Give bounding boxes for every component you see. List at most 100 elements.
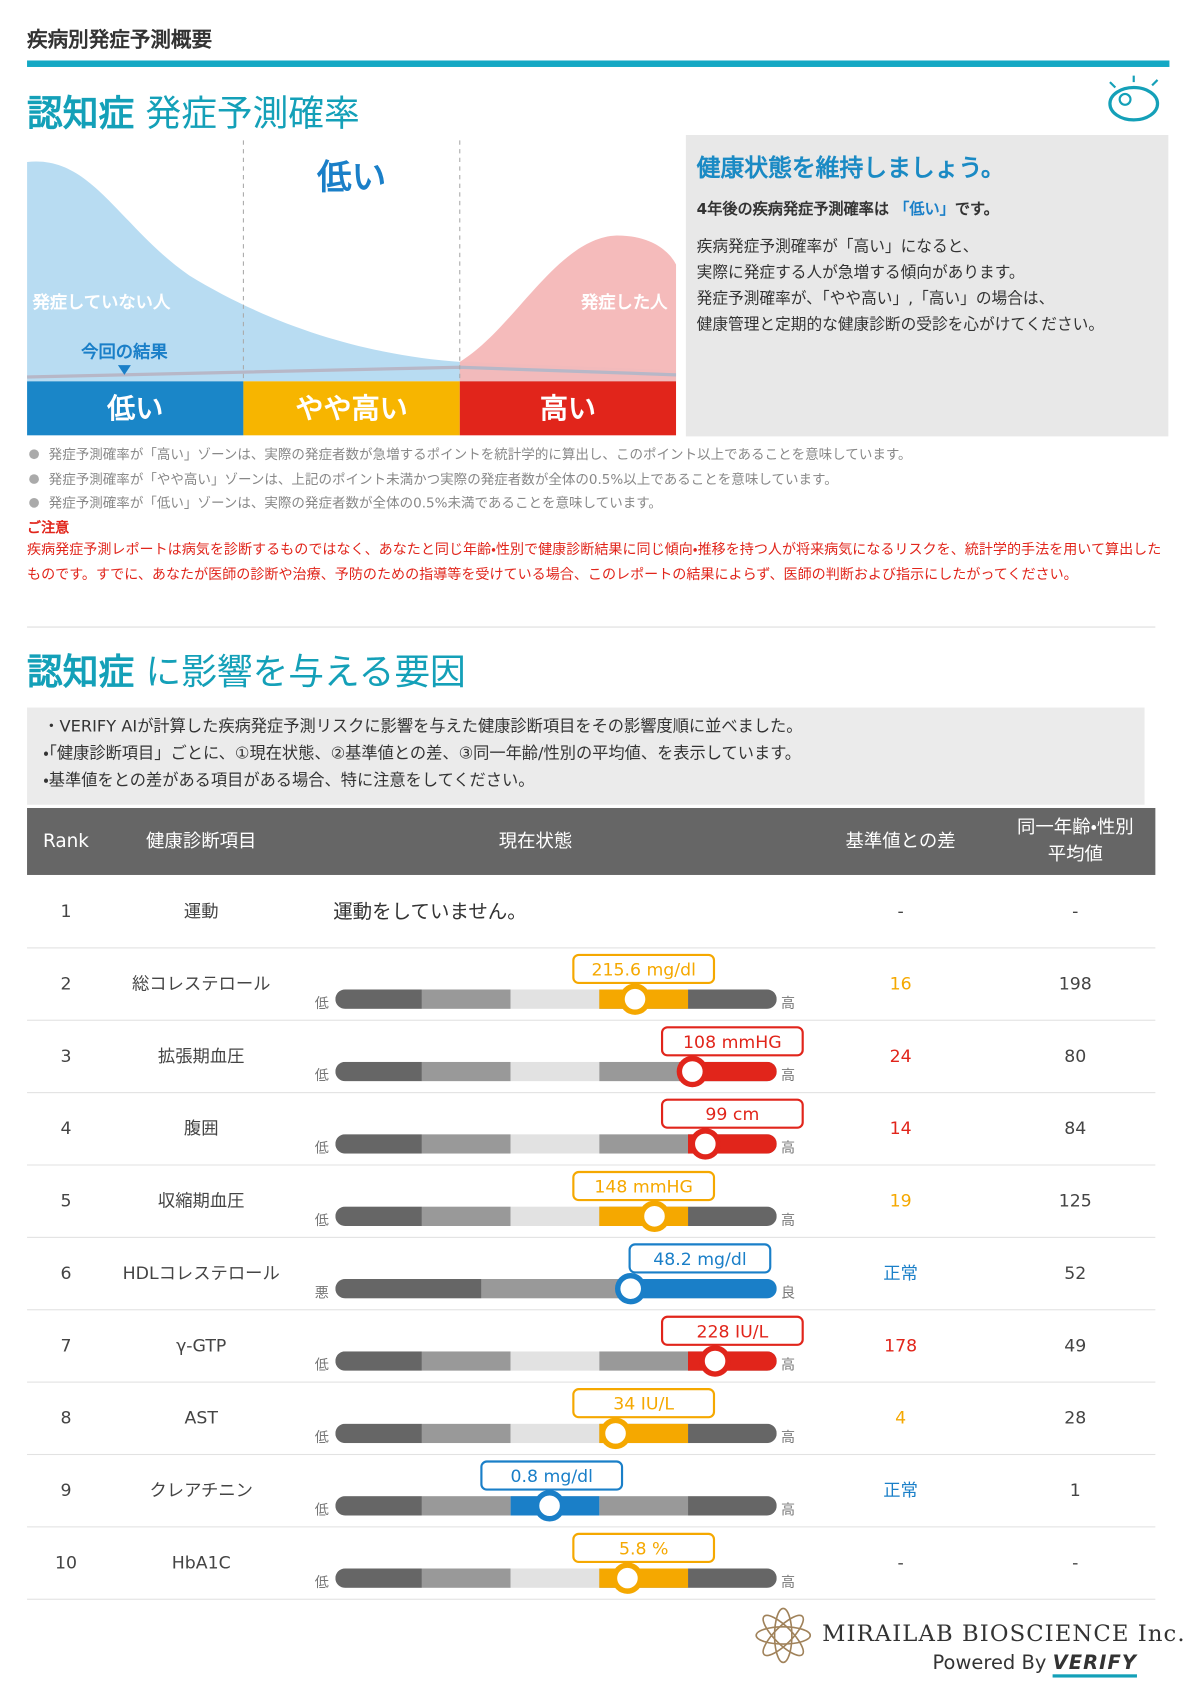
gauge-marker — [638, 1200, 671, 1232]
zone — [459, 381, 677, 436]
powered-label: Powered By — [932, 1651, 1047, 1675]
gauge: 悪 良 48.2 mg/dl — [315, 1243, 795, 1305]
value-label: 148 mmHG — [594, 1178, 693, 1198]
table-row: 1 運動 - - 運動をしていません。 — [27, 875, 1156, 949]
gauge-low: 低 — [315, 1068, 329, 1084]
gauge-segment — [335, 1496, 422, 1516]
gauge-segment — [599, 1496, 689, 1516]
gauge-segment — [335, 1061, 422, 1082]
diff: - — [897, 900, 904, 922]
marker-arrow — [117, 365, 131, 375]
gauge: 低 高 0.8 mg/dl — [315, 1460, 795, 1522]
diff: 19 — [889, 1190, 912, 1211]
gauge-low: 低 — [315, 1430, 329, 1446]
title-rest: に影響を与える要因 — [145, 650, 466, 693]
item: HbA1C — [171, 1552, 231, 1573]
table-row: 10 HbA1C - - 低 高 5.8 % — [27, 1526, 1156, 1600]
brand: VERIFY — [1052, 1651, 1138, 1678]
header-rule — [27, 60, 1170, 67]
value-label: 228 IU/L — [697, 1322, 769, 1342]
rank: 10 — [54, 1552, 77, 1573]
gauge-segment — [421, 1134, 511, 1154]
factors-title: 認知症 に影響を与える要因 — [27, 643, 466, 695]
gauge-bar — [335, 1206, 777, 1227]
value-label: 0.8 mg/dl — [511, 1467, 593, 1487]
gauge-bar — [335, 1278, 777, 1299]
gauge-low: 低 — [315, 1575, 329, 1591]
table-row: 8 AST 4 28 低 高 34 IU/L — [27, 1382, 1156, 1456]
gauge-low: 低 — [315, 1502, 329, 1518]
gauge-segment — [510, 1351, 600, 1371]
intro-line: ・基準値をとの差がある項目がある場合、特に注意をしてください。 — [43, 770, 535, 790]
title-rest: 発症予測確率 — [145, 91, 360, 134]
gauge-high: 高 — [781, 1429, 795, 1446]
gauge-segment — [688, 1568, 777, 1588]
zone-label: 高い — [540, 392, 596, 425]
rank: 4 — [60, 1118, 72, 1139]
gauge-segment — [481, 1278, 628, 1299]
bullet — [29, 473, 39, 484]
table-row: 2 総コレステロール 16 198 低 高 215.6 mg/dl — [27, 947, 1156, 1021]
diff: 16 — [889, 973, 912, 994]
status: 運動をしていません。 — [333, 900, 527, 924]
risk-chart: 低い 発症していない人 発症した人 今回の結果 低い やや高い 高い — [27, 140, 677, 436]
gauge-marker — [615, 1273, 647, 1305]
gauge-segment — [688, 1206, 777, 1227]
item: 運動 — [183, 900, 219, 922]
note-text: 発症予測確率が「やや高い」ゾーンは、上記のポイント未満かつ実際の発症者数が全体の… — [48, 470, 838, 487]
gauge: 低 高 108 mmHG — [315, 1026, 804, 1088]
rank: 1 — [60, 900, 72, 922]
rank: 3 — [60, 1045, 72, 1067]
advice-line: 発症予測確率が、「やや高い」,「高い」の場合は、 — [696, 290, 1055, 308]
item: AST — [184, 1407, 218, 1429]
zone — [243, 381, 460, 436]
header-cell: 現在状態 — [498, 830, 573, 853]
diff: 正常 — [883, 1479, 918, 1501]
advice-line: 健康管理と定期的な健康診断の受診を心がけてください。 — [696, 316, 1105, 334]
table-header: Rank 健康診断項目 現在状態 基準値との差 同一年齢・性別 平均値 — [27, 807, 1156, 875]
value-box — [628, 1243, 772, 1274]
intro-line: ・「健康診断項目」ごとに、①現在状態、②基準値との差、③同一年齢/性別の平均値、… — [43, 743, 802, 763]
rank: 7 — [60, 1335, 72, 1356]
gauge-segment — [421, 1061, 511, 1082]
gauge-low: 低 — [315, 1213, 329, 1229]
gauge-bar — [335, 1423, 777, 1444]
gauge-marker — [699, 1345, 731, 1377]
gauge-segment — [510, 1134, 600, 1154]
gauge-segment — [599, 1061, 689, 1082]
gauge: 低 高 99 cm — [315, 1098, 804, 1160]
gauge-low: 悪 — [315, 1285, 329, 1301]
average: 52 — [1064, 1262, 1087, 1284]
gauge-high: 高 — [781, 995, 795, 1012]
item: 腹囲 — [183, 1118, 219, 1139]
gauge-high: 高 — [781, 1574, 795, 1591]
table-row: 9 クレアチニン 正常 1 低 高 0.8 mg/dl — [27, 1454, 1156, 1528]
item: 拡張期血圧 — [157, 1045, 245, 1067]
gauge: 低 高 228 IU/L — [315, 1315, 804, 1377]
table-row: 5 収縮期血圧 19 125 低 高 148 mmHG — [27, 1164, 1156, 1238]
gauge-marker — [619, 983, 651, 1015]
gauge-segment — [335, 989, 422, 1009]
gauge-high: 高 — [781, 1067, 795, 1084]
table-row: 7 γ-GTP 178 49 低 高 228 IU/L — [27, 1309, 1156, 1383]
gauge-low: 低 — [315, 1358, 329, 1374]
note: 発症予測確率が「やや高い」ゾーンは、上記のポイント未満かつ実際の発症者数が全体の… — [29, 467, 911, 491]
gauge-marker — [599, 1417, 632, 1450]
value-box — [660, 1026, 804, 1057]
caution-title: ご注意 — [27, 520, 70, 537]
marker-label: 今回の結果 — [81, 342, 168, 363]
caution-text: 疾病発症予測レポートは病気を診断するものではなく、あなたと同じ年齢・性別で健康診… — [27, 542, 1162, 584]
value-label: 34 IU/L — [613, 1395, 674, 1415]
header-cell: Rank — [43, 830, 89, 853]
item: HDLコレステロール — [122, 1262, 280, 1284]
average: 84 — [1064, 1118, 1087, 1139]
value-label: 5.8 % — [619, 1539, 668, 1559]
no-onset-curve — [27, 161, 677, 382]
gauge-segment — [335, 1423, 422, 1444]
gauge-bar — [335, 989, 777, 1009]
value-box — [572, 1170, 716, 1202]
table-row: 3 拡張期血圧 24 80 低 高 108 mmHG — [27, 1020, 1156, 1094]
table-row: 6 HDLコレステロール 正常 52 悪 良 48.2 mg/dl — [27, 1237, 1156, 1311]
gauge-segment — [335, 1134, 422, 1154]
gauge-highlight — [627, 1278, 777, 1299]
